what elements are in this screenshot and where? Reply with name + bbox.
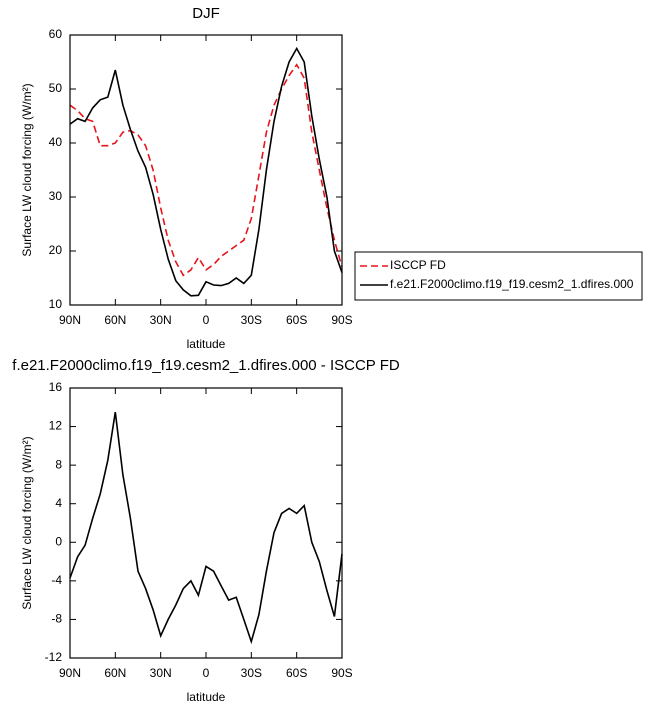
x-tick-label: 60N [104, 313, 126, 327]
x-tick-label: 30S [241, 666, 262, 680]
x-tick-label: 30N [150, 313, 172, 327]
x-axis-label: latitude [187, 690, 226, 704]
x-tick-label: 0 [203, 666, 210, 680]
x-tick-label: 60S [286, 313, 307, 327]
y-tick-label: 4 [55, 496, 62, 510]
x-tick-label: 30S [241, 313, 262, 327]
y-tick-label: -8 [51, 612, 62, 626]
line-series [69, 46, 343, 297]
y-axis-label: Surface LW cloud forcing (W/m²) [20, 83, 34, 256]
plot-frame [69, 34, 343, 306]
chart-title: f.e21.F2000climo.f19_f19.cesm2_1.dfires.… [12, 357, 400, 374]
line-series [69, 411, 343, 645]
legend-label: ISCCP FD [390, 258, 446, 272]
y-tick-label: -4 [51, 573, 62, 587]
legend-label: f.e21.F2000climo.f19_f19.cesm2_1.dfires.… [390, 277, 634, 291]
y-tick-label: 60 [49, 27, 63, 41]
y-tick-label: 10 [49, 297, 63, 311]
x-tick-label: 90S [331, 666, 352, 680]
y-axis-label: Surface LW cloud forcing (W/m²) [20, 436, 34, 609]
y-tick-label: 40 [49, 135, 63, 149]
x-tick-label: 60S [286, 666, 307, 680]
x-tick-label: 90N [59, 666, 81, 680]
legend-box [354, 251, 643, 301]
x-tick-label: 0 [203, 313, 210, 327]
x-tick-label: 30N [150, 666, 172, 680]
plot-frame [69, 387, 343, 659]
x-tick-label: 90N [59, 313, 81, 327]
line-series [69, 63, 343, 277]
y-tick-label: -12 [45, 650, 63, 664]
y-tick-label: 0 [55, 534, 62, 548]
x-tick-label: 60N [104, 666, 126, 680]
y-tick-label: 12 [49, 419, 63, 433]
y-tick-label: 20 [49, 243, 63, 257]
x-tick-label: 90S [331, 313, 352, 327]
x-axis-label: latitude [187, 337, 226, 351]
y-tick-label: 8 [55, 457, 62, 471]
y-tick-label: 50 [49, 81, 63, 95]
y-tick-label: 16 [49, 380, 63, 394]
y-tick-label: 30 [49, 189, 63, 203]
chart-title: DJF [192, 5, 220, 22]
